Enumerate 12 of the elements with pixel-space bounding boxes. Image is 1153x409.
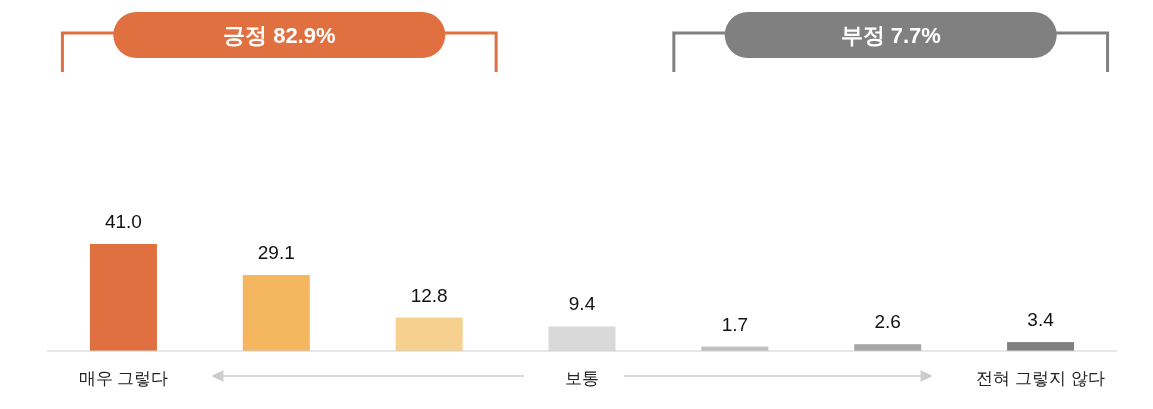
x-tick-label: 전혀 그렇지 않다 — [976, 369, 1105, 388]
data-label: 12.8 — [410, 284, 448, 306]
data-label: 2.6 — [874, 311, 901, 333]
data-label: 29.1 — [257, 242, 295, 264]
data-label: 41.0 — [104, 211, 142, 232]
text: 부정 7.7% — [840, 23, 941, 48]
x-tick-label: 보통 — [565, 369, 599, 388]
text: 긍정 82.9% — [223, 23, 336, 48]
x-tick-label: 매우 그렇다 — [78, 369, 169, 388]
data-label: 3.4 — [1027, 309, 1055, 331]
data-label: 1.7 — [721, 313, 749, 335]
data-label: 9.4 — [568, 293, 596, 315]
